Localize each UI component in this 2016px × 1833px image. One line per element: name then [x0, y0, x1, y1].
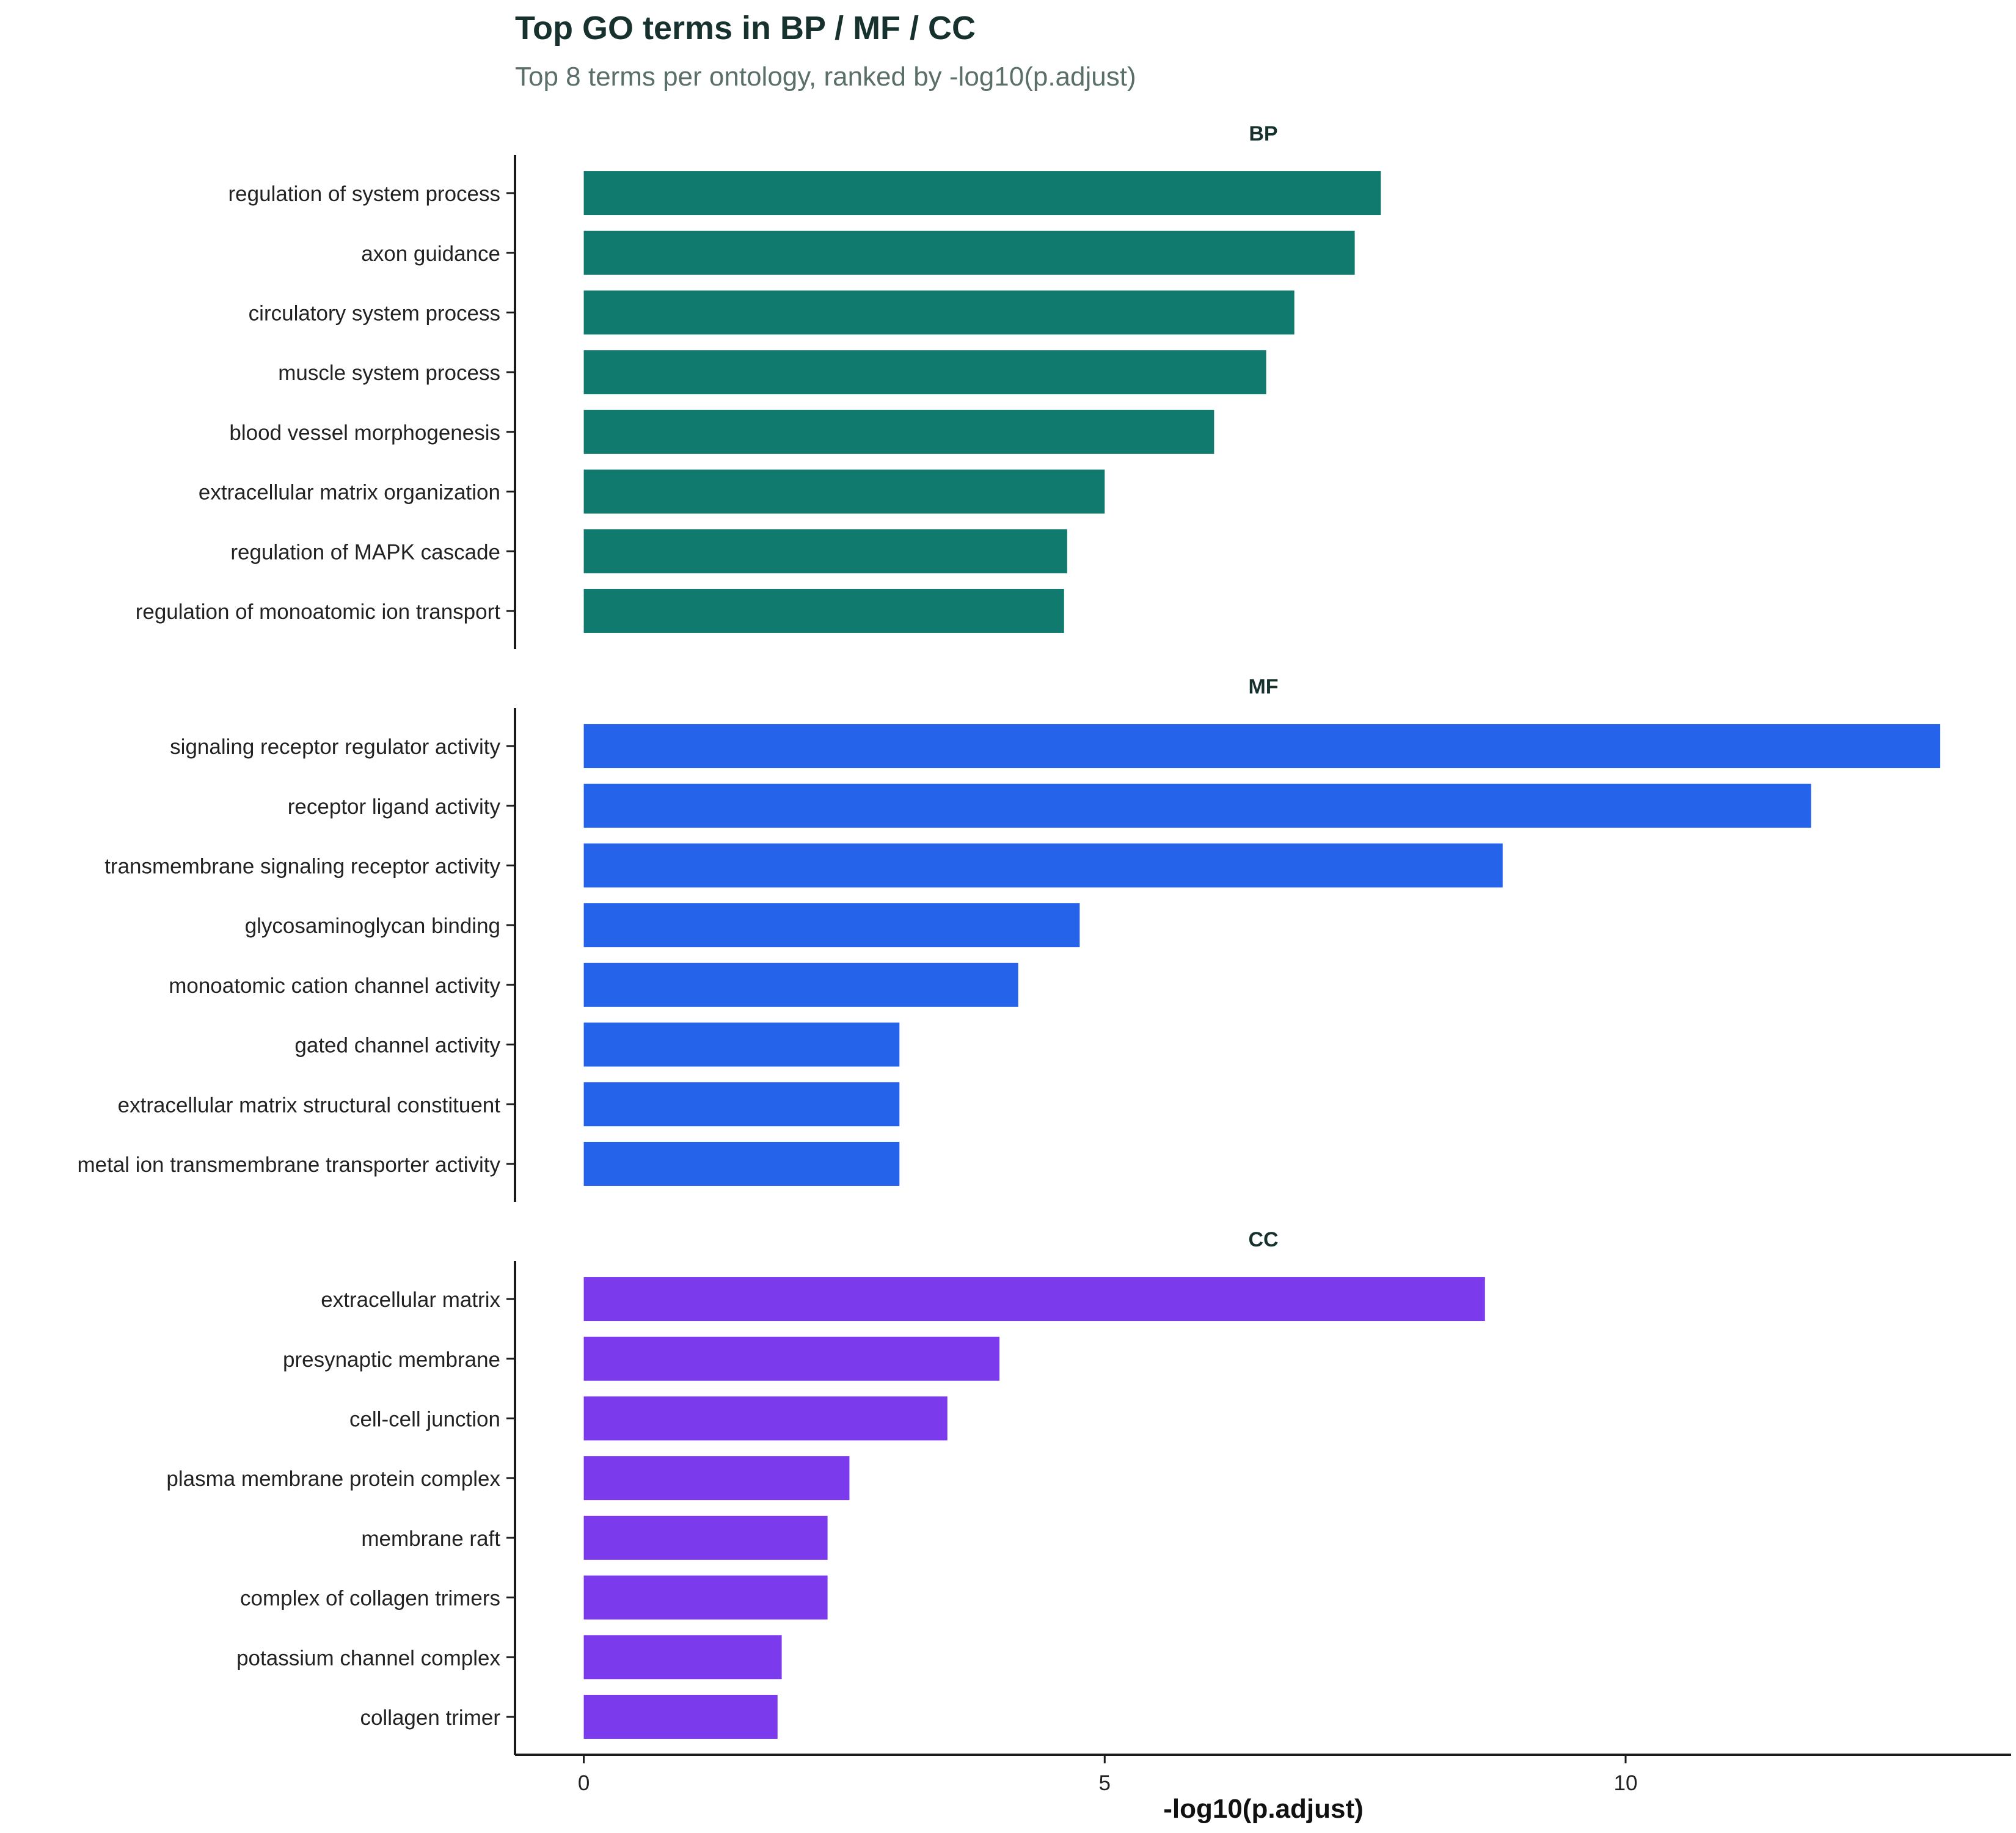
- bar: [583, 1022, 900, 1067]
- x-tick-label: 0: [578, 1771, 590, 1795]
- chart-panels: BP regulation of system process axon guida…: [78, 122, 1941, 1755]
- bar: [583, 350, 1266, 395]
- bar: [583, 1396, 948, 1441]
- y-tick-label: signaling receptor regulator activity: [170, 735, 500, 759]
- bar: [583, 1694, 778, 1739]
- bar: [583, 588, 1064, 633]
- y-tick-label: regulation of MAPK cascade: [230, 540, 500, 564]
- bar: [583, 1141, 900, 1186]
- bar: [583, 230, 1355, 275]
- panel-bp: BP regulation of system process axon guida…: [136, 122, 1381, 649]
- bar: [583, 409, 1214, 454]
- bar: [583, 1456, 850, 1501]
- panel-strip-label: CC: [1248, 1228, 1278, 1251]
- y-tick-label: potassium channel complex: [236, 1646, 500, 1670]
- y-tick-label: presynaptic membrane: [283, 1348, 500, 1372]
- bar: [583, 1635, 782, 1680]
- y-tick-label: extracellular matrix organization: [199, 481, 500, 505]
- chart-subtitle: Top 8 terms per ontology, ranked by -log…: [515, 62, 1136, 92]
- y-tick-label: blood vessel morphogenesis: [229, 421, 500, 445]
- bar: [583, 1082, 900, 1127]
- chart-title: Top GO terms in BP / MF / CC: [515, 10, 976, 46]
- panel-strip-label: MF: [1248, 675, 1278, 698]
- bar: [583, 529, 1067, 574]
- y-tick-label: gated channel activity: [294, 1034, 500, 1058]
- bar: [583, 1336, 1000, 1381]
- y-tick-label: plasma membrane protein complex: [166, 1467, 500, 1491]
- bar: [583, 171, 1381, 216]
- bar: [583, 962, 1018, 1007]
- y-tick-label: transmembrane signaling receptor activit…: [104, 854, 500, 878]
- panel-cc: CC extracellular matrix presynaptic membra…: [166, 1228, 1485, 1755]
- y-tick-label: metal ion transmembrane transporter acti…: [78, 1153, 501, 1177]
- bar: [583, 1575, 828, 1620]
- bar: [583, 1515, 828, 1560]
- panel-strip-label: BP: [1249, 122, 1277, 145]
- bar: [583, 469, 1105, 514]
- bar: [583, 843, 1503, 888]
- panel-mf: MF signaling receptor regulator activity r…: [78, 675, 1941, 1202]
- y-tick-label: monoatomic cation channel activity: [169, 974, 500, 998]
- y-tick-label: collagen trimer: [360, 1706, 500, 1730]
- x-tick-label: 5: [1099, 1771, 1111, 1795]
- bar: [583, 783, 1811, 828]
- y-tick-label: glycosaminoglycan binding: [245, 914, 500, 938]
- bar: [583, 724, 1941, 769]
- y-tick-label: receptor ligand activity: [288, 795, 501, 819]
- x-axis: 0 5 10: [515, 1754, 2011, 1795]
- x-tick-label: 10: [1614, 1771, 1638, 1795]
- y-tick-label: extracellular matrix structural constitu…: [118, 1093, 501, 1117]
- y-tick-label: membrane raft: [361, 1527, 500, 1551]
- x-axis-label: -log10(p.adjust): [1163, 1794, 1364, 1824]
- bar: [583, 1277, 1485, 1322]
- y-tick-label: axon guidance: [361, 242, 500, 266]
- y-tick-label: regulation of monoatomic ion transport: [136, 600, 501, 624]
- y-tick-label: regulation of system process: [228, 182, 500, 206]
- y-tick-label: complex of collagen trimers: [240, 1587, 500, 1611]
- bar: [583, 290, 1295, 335]
- y-tick-label: muscle system process: [278, 361, 500, 385]
- y-tick-label: extracellular matrix: [321, 1288, 500, 1312]
- y-tick-label: circulatory system process: [249, 301, 500, 325]
- y-tick-label: cell-cell junction: [349, 1407, 500, 1431]
- bar: [583, 903, 1080, 948]
